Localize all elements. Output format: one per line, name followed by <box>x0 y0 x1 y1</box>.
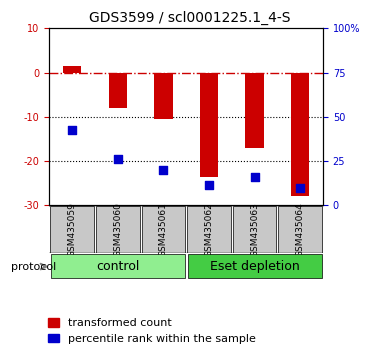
Bar <box>200 73 218 177</box>
Text: GSM435059: GSM435059 <box>68 202 77 257</box>
Text: GSM435060: GSM435060 <box>113 202 122 257</box>
Bar <box>188 255 321 278</box>
Text: control: control <box>96 260 139 273</box>
Bar <box>154 73 173 119</box>
Bar <box>233 206 277 253</box>
Point <box>297 185 303 190</box>
Legend: transformed count, percentile rank within the sample: transformed count, percentile rank withi… <box>44 314 260 348</box>
Text: GSM435063: GSM435063 <box>250 202 259 257</box>
Bar <box>63 66 81 73</box>
Text: GSM435062: GSM435062 <box>204 202 214 257</box>
Bar <box>187 206 231 253</box>
Point <box>252 174 258 179</box>
Text: GSM435061: GSM435061 <box>159 202 168 257</box>
Bar <box>96 206 140 253</box>
Bar <box>50 206 94 253</box>
Bar <box>245 73 264 148</box>
Bar <box>51 255 185 278</box>
Bar <box>291 73 309 196</box>
Bar <box>278 206 322 253</box>
Text: GSM435064: GSM435064 <box>296 202 305 257</box>
Point <box>160 167 166 173</box>
Point <box>69 127 75 133</box>
Text: GDS3599 / scl0001225.1_4-S: GDS3599 / scl0001225.1_4-S <box>89 11 291 25</box>
Text: Eset depletion: Eset depletion <box>210 260 299 273</box>
Bar <box>109 73 127 108</box>
Point <box>206 183 212 188</box>
Text: protocol: protocol <box>11 262 57 272</box>
Point <box>115 156 121 162</box>
Bar <box>141 206 185 253</box>
